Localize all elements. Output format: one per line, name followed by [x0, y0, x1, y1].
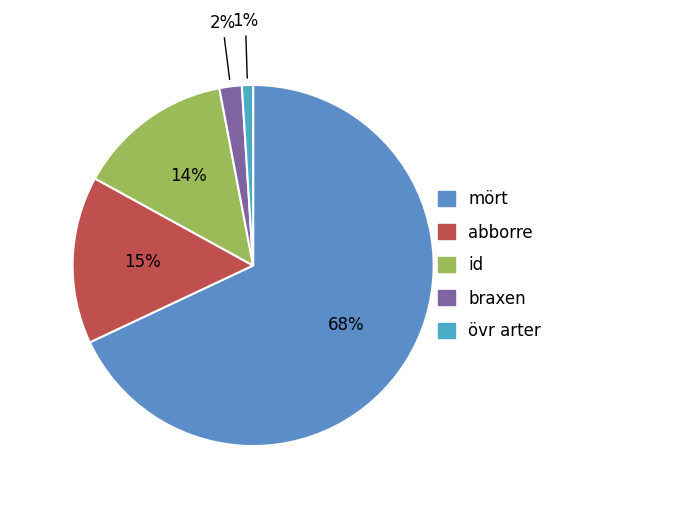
Text: 2%: 2%	[209, 14, 236, 80]
Wedge shape	[95, 88, 253, 266]
Legend: mört, abborre, id, braxen, övr arter: mört, abborre, id, braxen, övr arter	[431, 184, 547, 347]
Text: 1%: 1%	[232, 12, 259, 78]
Text: 15%: 15%	[124, 253, 161, 271]
Text: 14%: 14%	[170, 167, 207, 185]
Wedge shape	[242, 85, 253, 266]
Text: 68%: 68%	[328, 316, 365, 333]
Wedge shape	[73, 178, 253, 342]
Wedge shape	[219, 85, 253, 266]
Wedge shape	[90, 85, 433, 446]
